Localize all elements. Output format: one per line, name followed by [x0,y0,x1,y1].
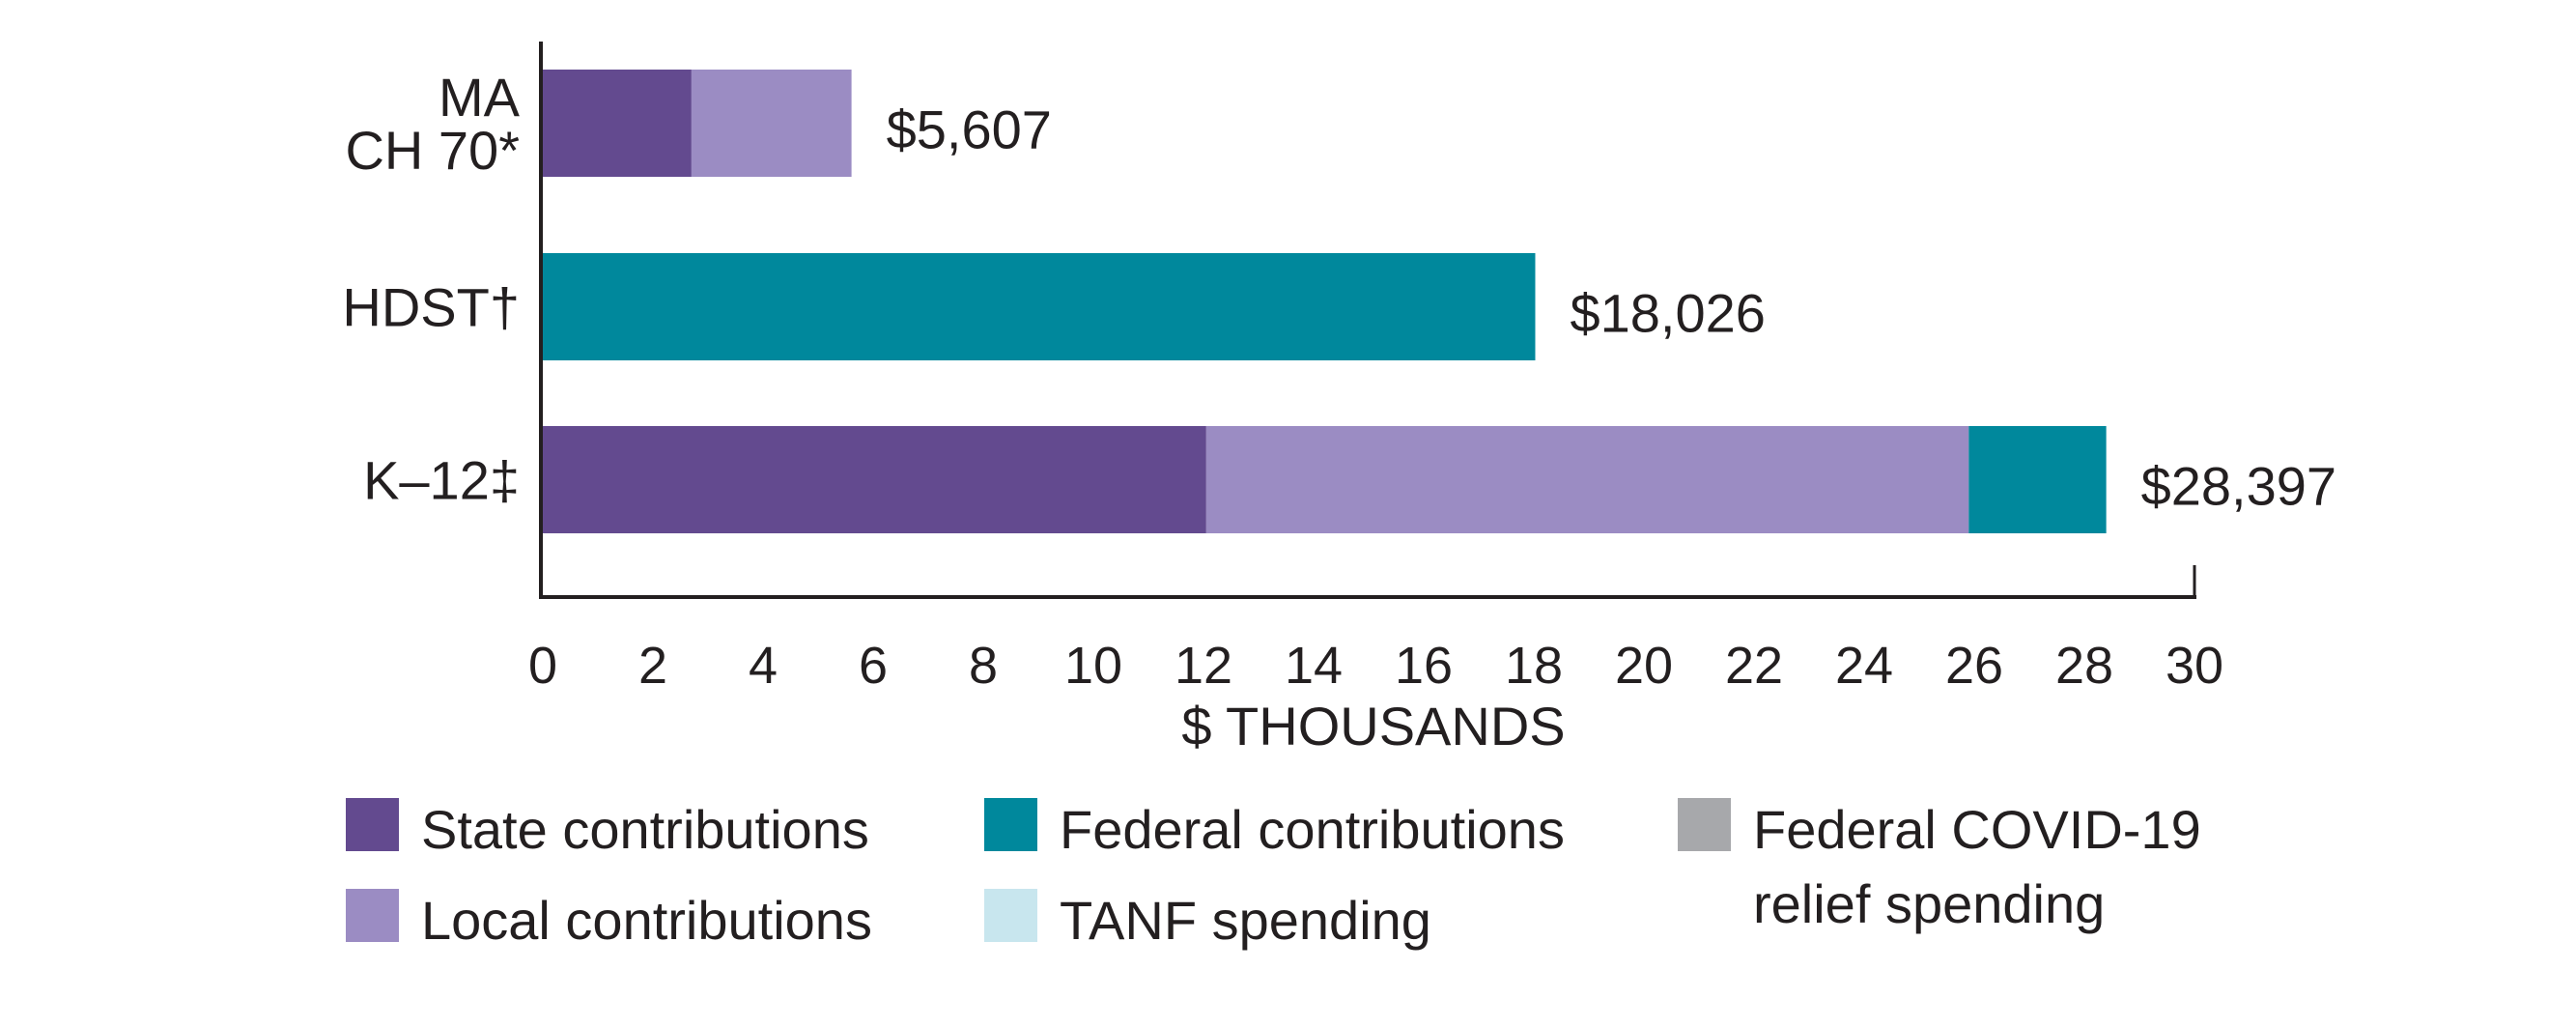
bar-segment-federal-contributions-k-12 [1968,426,2107,533]
legend-swatch [1678,798,1731,851]
legend-label: Federal contributions [1060,799,1565,860]
bar-segment-local-contributions-k-12 [1205,426,1969,533]
x-tick-label: 28 [2055,637,2113,695]
bar-segment-state-contributions-ma-ch-70 [543,70,692,177]
legend-swatch [984,798,1037,851]
x-tick-label: 14 [1285,637,1343,695]
legend-label: relief spending [1753,873,2105,934]
legend-label: TANF spending [1060,890,1431,951]
bars-layer [543,70,2107,533]
legend-item-tanf-spending: TANF spending [984,889,1431,951]
total-value-label: $28,397 [2141,456,2336,517]
legend-item-federal-contributions: Federal contributions [984,798,1565,860]
total-value-label: $5,607 [887,100,1052,160]
legend-label: Federal COVID-19 [1753,799,2201,860]
category-label: CH 70* [345,120,520,181]
x-tick-label: 22 [1725,637,1783,695]
category-label: K–12‡ [363,450,520,511]
total-value-label: $18,026 [1570,283,1765,344]
legend-label: Local contributions [421,890,872,951]
legend-item-state-contributions: State contributions [346,798,869,860]
category-label: HDST† [342,277,520,338]
x-tick-label: 20 [1615,637,1673,695]
category-label: MA [439,67,521,128]
value-labels: $5,607 $18,026 $28,397 [887,100,2336,517]
legend-swatch [346,798,399,851]
x-tick-labels: 0 2 4 6 8 10 12 14 16 18 20 22 24 26 28 30 [528,637,2223,695]
bar-segment-local-contributions-ma-ch-70 [691,70,852,177]
x-tick-label: 2 [638,637,667,695]
legend-label: State contributions [421,799,869,860]
bar-segment-state-contributions-k-12 [543,426,1206,533]
legend-item-local-contributions: Local contributions [346,889,872,951]
x-tick-label: 6 [859,637,888,695]
x-tick-label: 30 [2166,637,2223,695]
x-tick-label: 12 [1175,637,1232,695]
x-axis-title: $ THOUSANDS [1181,696,1565,756]
axes-layer [539,42,2196,599]
x-tick-label: 26 [1945,637,2003,695]
x-tick-label: 4 [749,637,778,695]
x-tick-label: 8 [969,637,998,695]
legend-swatch [346,889,399,942]
x-tick-label: 16 [1395,637,1453,695]
legend-item-federal-covid-19-relief-spending: Federal COVID-19 relief spending [1678,798,2201,934]
x-tick-label: 10 [1064,637,1122,695]
x-tick-label: 24 [1835,637,1893,695]
bar-segment-federal-contributions-hdst [543,253,1536,360]
x-tick-label: 18 [1505,637,1563,695]
x-tick-label: 0 [528,637,557,695]
legend-swatch [984,889,1037,942]
legend: State contributions Local contributions Fe… [346,798,2201,951]
